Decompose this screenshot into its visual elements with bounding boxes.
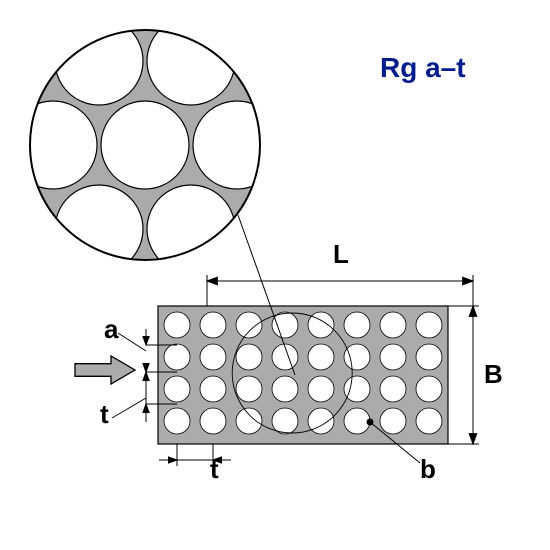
zoom-detail — [0, 17, 419, 273]
dimension-B — [448, 306, 479, 444]
label-L: L — [333, 239, 349, 270]
label-a: a — [104, 314, 118, 345]
title-text: Rg a–t — [380, 52, 466, 84]
perforated-plate — [158, 306, 448, 444]
label-B: B — [484, 359, 503, 390]
direction-arrow-icon — [75, 356, 135, 384]
diagram-canvas — [0, 0, 550, 550]
dimension-L — [207, 275, 473, 306]
dimension-t-bottom — [159, 444, 231, 466]
label-t-left: t — [100, 399, 109, 430]
label-t-bottom: t — [210, 454, 219, 485]
label-b: b — [420, 454, 436, 485]
